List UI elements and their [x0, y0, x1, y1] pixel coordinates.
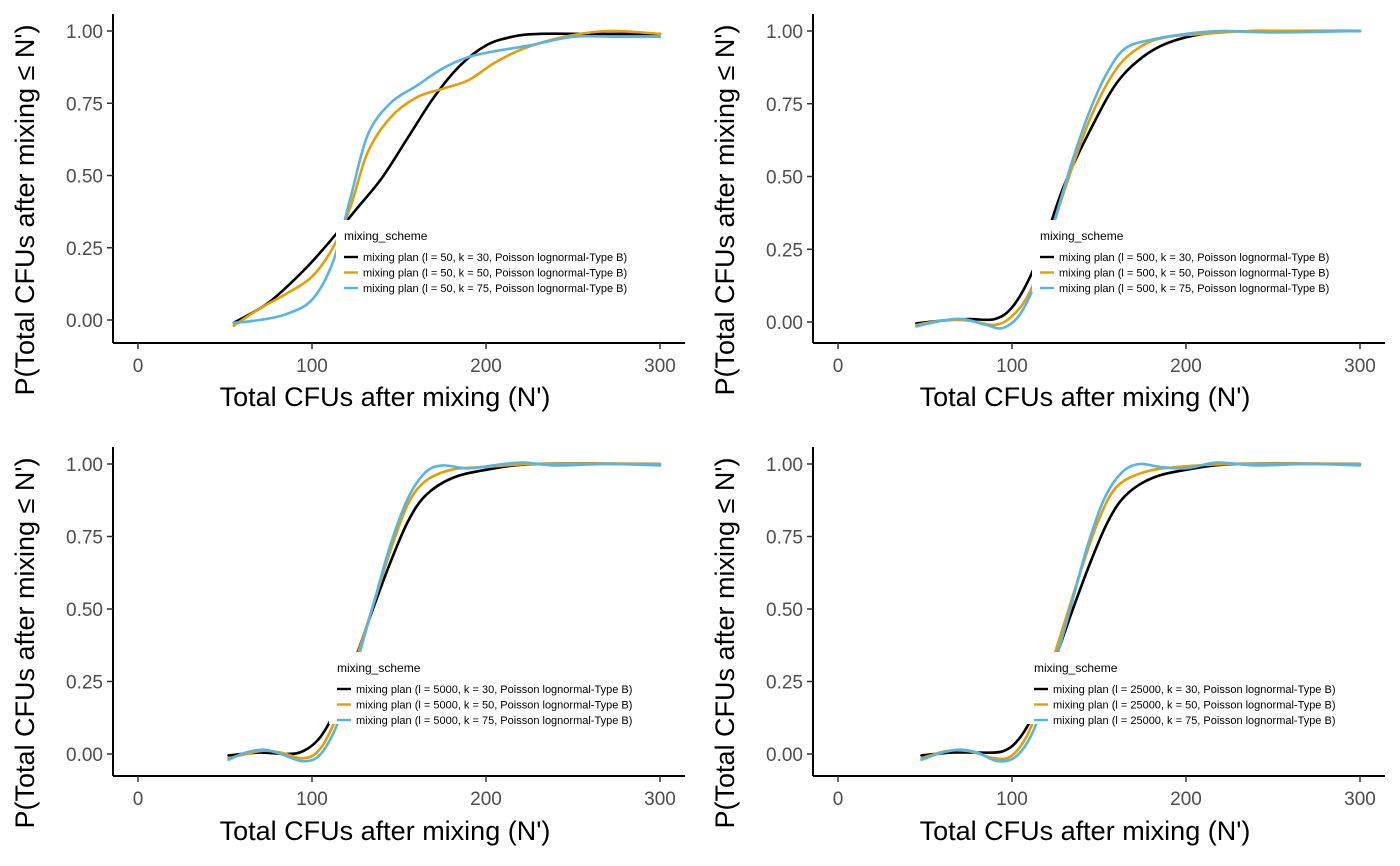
x-tick-label: 300 [644, 356, 676, 377]
legend-label-3: mixing plan (l = 25000, k = 75, Poisson … [1053, 715, 1335, 727]
y-tick-label: 0.00 [766, 745, 803, 766]
y-tick-label: 0.75 [66, 94, 103, 115]
y-axis-title: P(Total CFUs after mixing ≤ N') [710, 24, 740, 395]
series-line-3 [915, 29, 1362, 330]
y-tick-label: 0.75 [66, 528, 103, 549]
legend-label-3: mixing plan (l = 500, k = 75, Poisson lo… [1059, 283, 1329, 295]
y-tick-label: 0.00 [66, 745, 103, 766]
chart-panel-4: 0.00 0.25 0.50 0.75 1.00 0 100 200 300 Total CFUs… [710, 447, 1400, 846]
y-tick-label: 0.00 [66, 311, 103, 332]
x-axis-title: Total CFUs after mixing (N') [220, 382, 551, 412]
series-line-1 [920, 462, 1362, 757]
y-tick-label: 0.25 [66, 673, 103, 694]
y-axis-title: P(Total CFUs after mixing ≤ N') [710, 457, 740, 828]
legend-label-3: mixing plan (l = 50, k = 75, Poisson log… [363, 283, 627, 295]
y-tick-label: 0.50 [66, 600, 103, 621]
x-tick-label: 0 [833, 356, 844, 377]
y-tick-label: 1.00 [766, 22, 803, 43]
x-axis-title: Total CFUs after mixing (N') [920, 816, 1251, 846]
y-axis-title: P(Total CFUs after mixing ≤ N') [10, 24, 40, 395]
x-tick-label: 100 [996, 789, 1028, 810]
x-tick-label: 200 [470, 356, 502, 377]
series-line-1 [232, 32, 662, 325]
y-tick-label: 0.25 [66, 239, 103, 260]
y-tick-label: 0.50 [66, 167, 103, 188]
x-tick-label: 200 [1170, 356, 1202, 377]
y-tick-label: 0.25 [766, 673, 803, 694]
legend-background [1032, 220, 1400, 292]
legend-label-1: mixing plan (l = 25000, k = 30, Poisson … [1053, 684, 1335, 696]
legend-label-2: mixing plan (l = 25000, k = 50, Poisson … [1053, 700, 1335, 712]
y-tick-label: 1.00 [66, 455, 103, 476]
y-tick-label: 0.25 [766, 240, 803, 261]
x-tick-label: 300 [1344, 356, 1376, 377]
y-tick-label: 0.00 [766, 313, 803, 334]
x-axis-title: Total CFUs after mixing (N') [920, 382, 1251, 412]
x-tick-label: 200 [470, 789, 502, 810]
y-tick-label: 0.50 [766, 600, 803, 621]
legend-label-1: mixing plan (l = 50, k = 30, Poisson log… [363, 252, 627, 264]
legend-background [1026, 652, 1400, 724]
x-tick-label: 100 [996, 356, 1028, 377]
chart-panel-1: 0.00 0.25 0.50 0.75 1.00 0 100 200 300 Total CFUs… [10, 14, 698, 412]
y-tick-label: 0.75 [766, 95, 803, 116]
y-tick-label: 0.75 [766, 528, 803, 549]
legend-label-2: mixing plan (l = 500, k = 50, Poisson lo… [1059, 268, 1329, 280]
y-tick-label: 0.50 [766, 168, 803, 189]
chart-panel-2: 0.00 0.25 0.50 0.75 1.00 0 100 200 300 Total CFUs… [710, 14, 1400, 412]
legend-background [329, 652, 703, 724]
legend-title: mixing_scheme [337, 661, 421, 675]
legend-title: mixing_scheme [1040, 229, 1124, 243]
chart-panel-3: 0.00 0.25 0.50 0.75 1.00 0 100 200 300 Total CFUs… [10, 447, 703, 846]
y-tick-label: 1.00 [66, 22, 103, 43]
x-axis-title: Total CFUs after mixing (N') [220, 816, 551, 846]
legend-label-2: mixing plan (l = 5000, k = 50, Poisson l… [356, 700, 632, 712]
legend-label-3: mixing plan (l = 5000, k = 75, Poisson l… [356, 715, 632, 727]
series-line-3 [227, 461, 662, 763]
legend-label-1: mixing plan (l = 5000, k = 30, Poisson l… [356, 684, 632, 696]
series-line-3 [232, 34, 662, 325]
legend-label-1: mixing plan (l = 500, k = 30, Poisson lo… [1059, 252, 1329, 264]
x-tick-label: 300 [644, 789, 676, 810]
x-tick-label: 0 [833, 789, 844, 810]
legend-background [336, 220, 698, 292]
x-tick-label: 0 [133, 356, 144, 377]
series-line-3 [920, 461, 1362, 763]
x-tick-label: 0 [133, 789, 144, 810]
x-tick-label: 100 [296, 789, 328, 810]
legend-title: mixing_scheme [344, 229, 428, 243]
x-tick-label: 200 [1170, 789, 1202, 810]
legend-label-2: mixing plan (l = 50, k = 50, Poisson log… [363, 268, 627, 280]
y-axis-title: P(Total CFUs after mixing ≤ N') [10, 457, 40, 828]
x-tick-label: 100 [296, 356, 328, 377]
y-tick-label: 1.00 [766, 455, 803, 476]
x-tick-label: 300 [1344, 789, 1376, 810]
legend-title: mixing_scheme [1034, 661, 1118, 675]
